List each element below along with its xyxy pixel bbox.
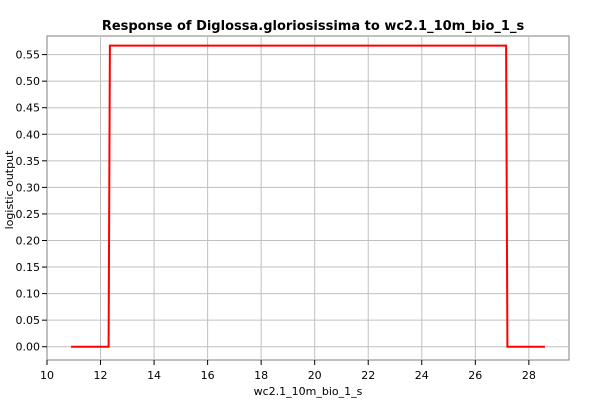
x-tick-label: 22 [361,369,375,382]
y-axis: 0.00 0.05 0.10 0.15 0.20 0.25 0.30 0.35 0.40 0.45… [16,49,47,354]
y-tick-label: 0.25 [16,208,41,221]
y-tick-label: 0.15 [16,261,41,274]
y-tick-label: 0.20 [16,234,41,247]
y-tick-label: 0.30 [16,181,41,194]
y-tick-label: 0.35 [16,155,41,168]
y-tick-label: 0.10 [16,288,41,301]
x-tick-label: 16 [201,369,215,382]
plot-area [46,35,570,361]
series-lines [71,44,545,348]
grid-lines [47,36,569,360]
x-axis: 10 12 14 16 18 20 22 24 26 28 [40,360,536,382]
y-tick-label: 0.05 [16,314,41,327]
y-tick-label: 0.55 [16,49,41,62]
x-tick-label: 12 [94,369,108,382]
chart-title: Response of Diglossa.gloriosissima to wc… [102,19,525,34]
x-tick-label: 26 [468,369,482,382]
x-tick-label: 14 [147,369,161,382]
x-tick-label: 18 [254,369,268,382]
x-axis-label: wc2.1_10m_bio_1_s [254,385,363,398]
x-tick-label: 10 [40,369,54,382]
y-tick-label: 0.40 [16,128,41,141]
x-tick-label: 24 [415,369,429,382]
y-tick-label: 0.50 [16,75,41,88]
y-axis-label: logistic output [3,150,16,229]
response-series-line [71,44,545,348]
x-tick-label: 28 [522,369,536,382]
x-tick-label: 20 [308,369,322,382]
y-tick-label: 0.45 [16,102,41,115]
y-tick-label: 0.00 [16,341,41,354]
